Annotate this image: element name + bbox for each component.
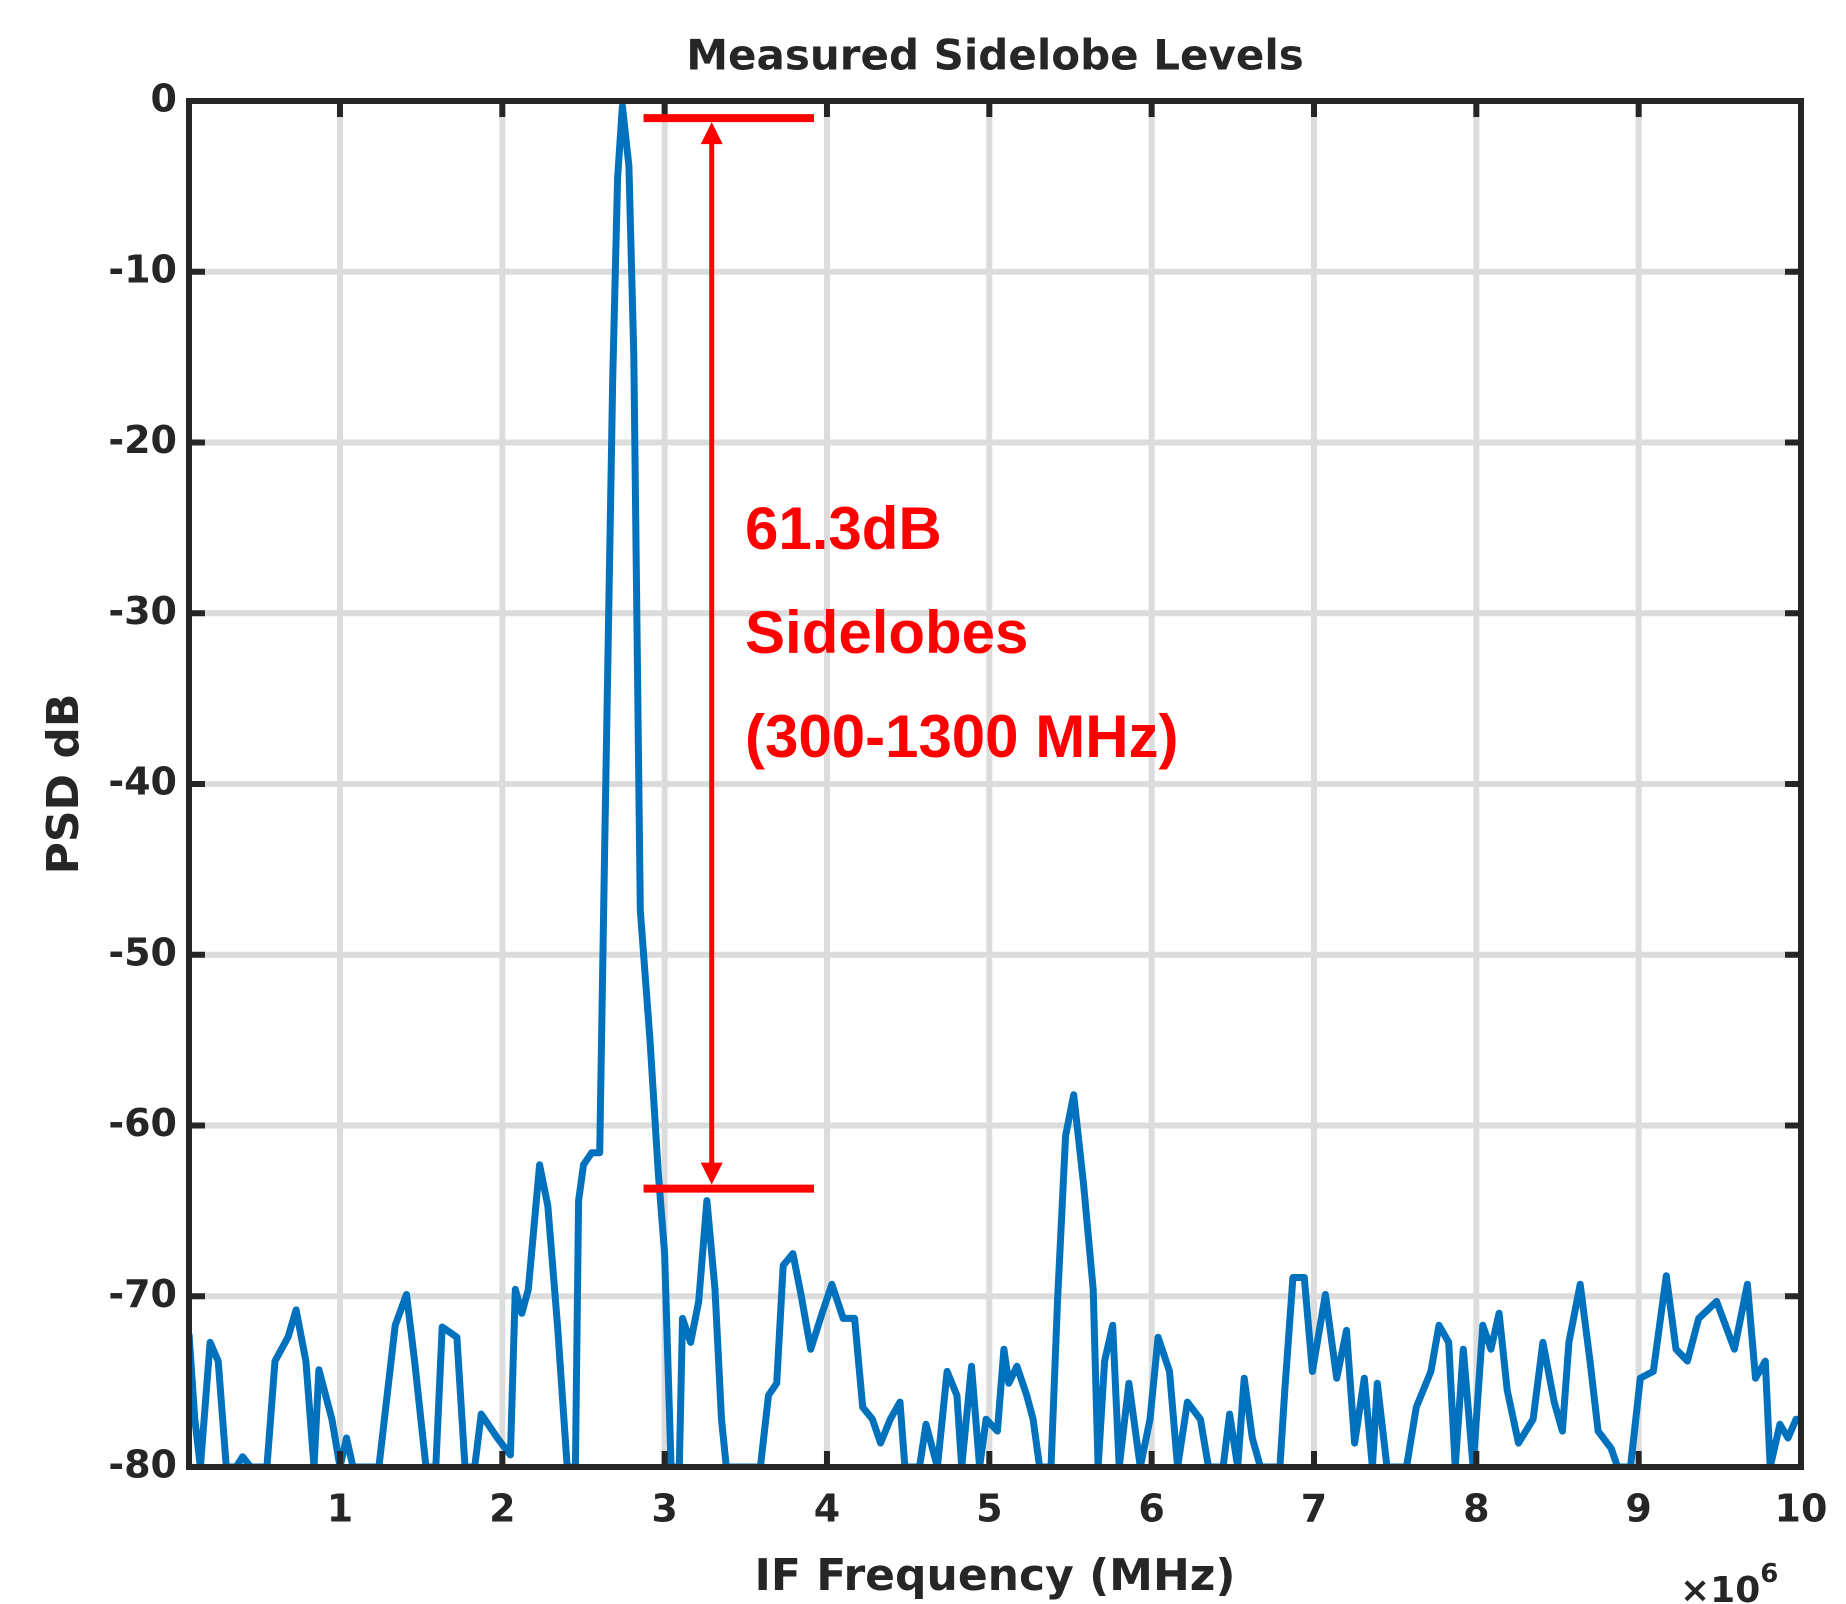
y-tick-label: -60	[108, 1101, 177, 1145]
y-tick-label: -80	[108, 1443, 177, 1487]
x-tick-label: 6	[1138, 1487, 1164, 1531]
x-tick-label: 2	[489, 1487, 515, 1531]
x-tick-label: 10	[1775, 1487, 1828, 1531]
annotation-text: Sidelobes	[745, 599, 1028, 666]
y-axis-label: PSD dB	[38, 694, 89, 875]
y-tick-label: -20	[108, 418, 177, 462]
x-tick-label: 3	[651, 1487, 677, 1531]
data-line	[189, 102, 1801, 1467]
y-tick-label: -50	[108, 930, 177, 974]
y-tick-label: 0	[151, 77, 177, 121]
y-tick-label: -70	[108, 1272, 177, 1316]
multiplier-base: ×10	[1680, 1570, 1760, 1604]
annotation-text: 61.3dB	[745, 495, 942, 562]
x-tick-label: 5	[976, 1487, 1002, 1531]
y-tick-label: -10	[108, 247, 177, 291]
x-tick-label: 4	[814, 1487, 840, 1531]
x-tick-label: 9	[1625, 1487, 1651, 1531]
x-axis-label: IF Frequency (MHz)	[754, 1550, 1235, 1601]
annotation-text: (300-1300 MHz)	[745, 703, 1179, 770]
multiplier-exponent: 6	[1760, 1559, 1778, 1589]
arrow-head	[700, 122, 723, 145]
arrow-head	[700, 1162, 723, 1185]
y-tick-label: -30	[108, 589, 177, 633]
x-multiplier: ×106	[1680, 1559, 1778, 1604]
chart-title: Measured Sidelobe Levels	[686, 31, 1304, 80]
x-tick-label: 7	[1301, 1487, 1327, 1531]
x-tick-label: 1	[327, 1487, 353, 1531]
y-tick-label: -40	[108, 760, 177, 804]
x-tick-label: 8	[1463, 1487, 1489, 1531]
